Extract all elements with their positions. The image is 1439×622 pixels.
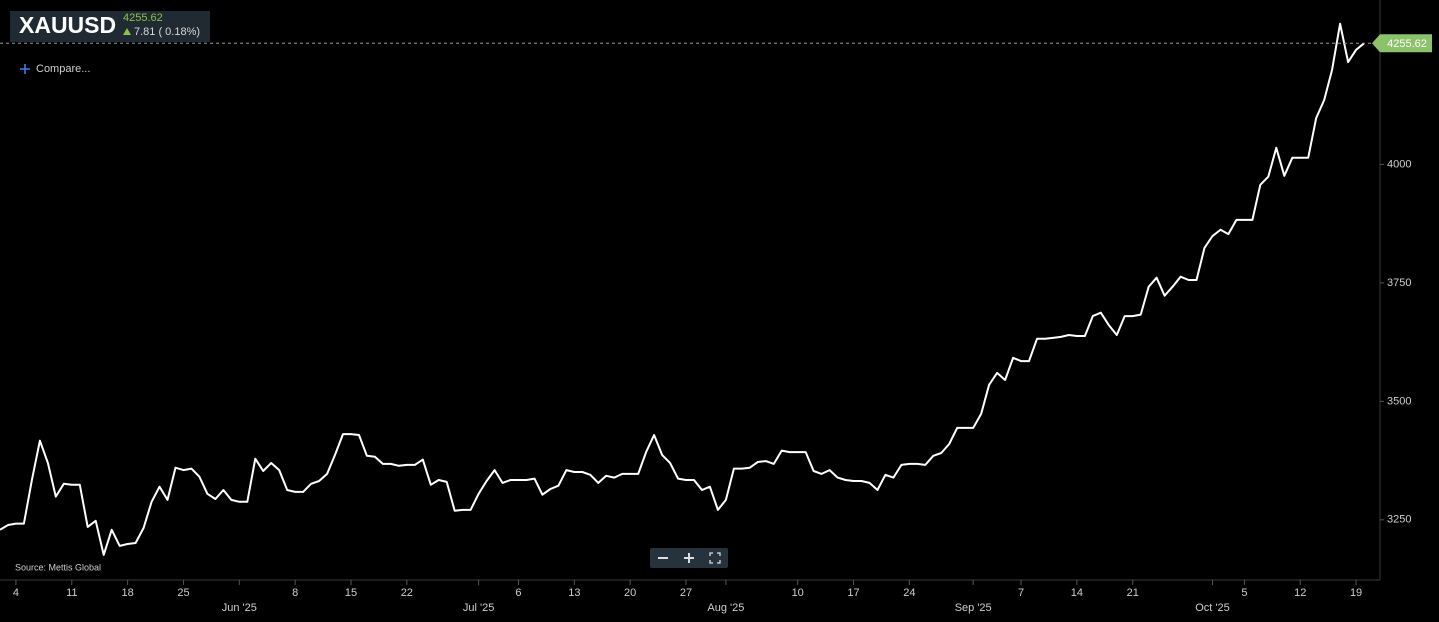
x-tick-label: 21 bbox=[1127, 587, 1139, 599]
x-tick-label: 24 bbox=[903, 587, 915, 599]
y-tick-label: 4000 bbox=[1387, 158, 1411, 170]
x-tick-label: 19 bbox=[1350, 587, 1362, 599]
x-tick-label: 10 bbox=[792, 587, 804, 599]
x-tick-label: 6 bbox=[515, 587, 521, 599]
plus-icon bbox=[20, 64, 30, 74]
last-price-tag bbox=[1372, 34, 1432, 53]
x-tick-label: 18 bbox=[122, 587, 134, 599]
x-tick-label: 27 bbox=[680, 587, 692, 599]
x-month-label: Oct '25 bbox=[1195, 602, 1230, 614]
x-tick-label: 20 bbox=[624, 587, 636, 599]
y-tick-label: 3500 bbox=[1387, 395, 1411, 407]
header-box bbox=[10, 11, 210, 42]
x-tick-label: 25 bbox=[177, 587, 189, 599]
x-tick-label: 5 bbox=[1241, 587, 1247, 599]
change: 7.81 ( 0.18%) bbox=[134, 26, 200, 38]
price-line bbox=[0, 22, 1365, 556]
x-tick-label: 4 bbox=[13, 587, 19, 599]
x-month-label: Sep '25 bbox=[955, 602, 992, 614]
compare-label[interactable]: Compare... bbox=[36, 63, 90, 75]
x-tick-label: 15 bbox=[345, 587, 357, 599]
x-tick-label: 13 bbox=[568, 587, 580, 599]
up-arrow bbox=[123, 28, 131, 35]
x-tick-label: 17 bbox=[847, 587, 859, 599]
symbol: XAUUSD bbox=[19, 12, 116, 38]
x-tick-label: 8 bbox=[292, 587, 298, 599]
x-tick-label: 12 bbox=[1294, 587, 1306, 599]
zoom-in[interactable] bbox=[684, 553, 694, 563]
x-tick-label: 14 bbox=[1071, 587, 1083, 599]
x-tick-label: 22 bbox=[401, 587, 413, 599]
header-price: 4255.62 bbox=[123, 12, 163, 24]
x-month-label: Jul '25 bbox=[463, 602, 494, 614]
fullscreen[interactable] bbox=[709, 552, 721, 564]
x-month-label: Aug '25 bbox=[707, 602, 744, 614]
x-month-label: Jun '25 bbox=[222, 602, 257, 614]
x-tick-label: 11 bbox=[66, 587, 77, 599]
last-price-label: 4255.62 bbox=[1387, 38, 1427, 50]
compare-button[interactable]: Compare... bbox=[20, 63, 90, 75]
y-tick-label: 3250 bbox=[1387, 514, 1411, 526]
y-tick-label: 3750 bbox=[1387, 277, 1411, 289]
x-tick-label: 7 bbox=[1018, 587, 1024, 599]
source: Source: Mettis Global bbox=[15, 562, 101, 572]
